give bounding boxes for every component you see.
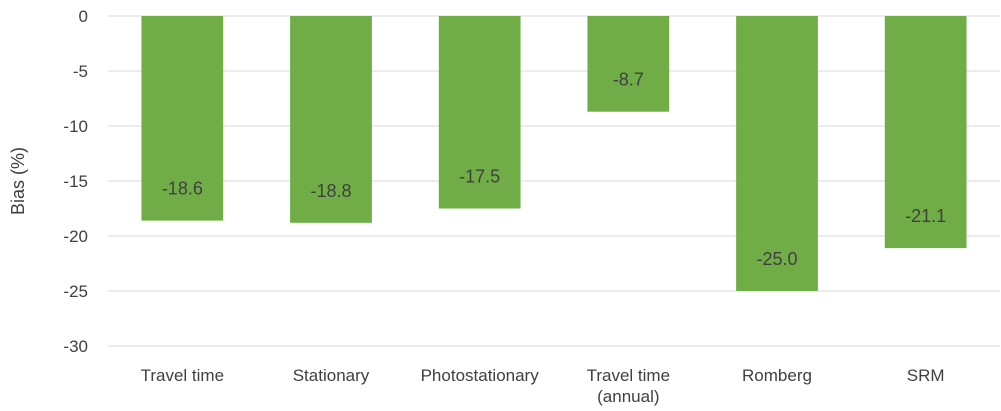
data-labels: -18.6 -18.8 -17.5 -8.7 -25.0 -21.1 xyxy=(162,70,946,269)
y-tick-label: -5 xyxy=(73,62,88,81)
y-tick-label: 0 xyxy=(79,7,88,26)
y-tick-labels: 0 -5 -10 -15 -20 -25 -30 xyxy=(63,7,88,356)
y-tick-label: -20 xyxy=(63,227,88,246)
data-label: -18.8 xyxy=(310,181,351,201)
data-label: -17.5 xyxy=(459,167,500,187)
data-label: -21.1 xyxy=(905,206,946,226)
x-category-label: Stationary xyxy=(293,366,370,385)
data-label: -18.6 xyxy=(162,179,203,199)
gridlines xyxy=(108,15,1000,347)
x-category-label: Photostationary xyxy=(421,366,540,385)
bar xyxy=(141,16,224,221)
bar xyxy=(736,16,818,291)
x-category-label: SRM xyxy=(907,366,945,385)
x-category-label: Romberg xyxy=(742,366,812,385)
data-label: -8.7 xyxy=(613,70,644,90)
y-tick-label: -30 xyxy=(63,337,88,356)
data-label: -25.0 xyxy=(756,249,797,269)
x-category-labels: Travel time Stationary Photostationary Trav… xyxy=(141,366,945,406)
y-axis-title: Bias (%) xyxy=(8,147,28,215)
bar xyxy=(884,16,967,249)
bar xyxy=(438,16,521,209)
x-category-label: Travel time (annual) xyxy=(587,366,670,406)
bar xyxy=(587,16,670,112)
y-tick-label: -25 xyxy=(63,282,88,301)
bar xyxy=(290,16,372,223)
bars xyxy=(141,16,967,291)
y-tick-label: -15 xyxy=(63,172,88,191)
y-tick-label: -10 xyxy=(63,117,88,136)
x-category-label: Travel time xyxy=(141,366,224,385)
